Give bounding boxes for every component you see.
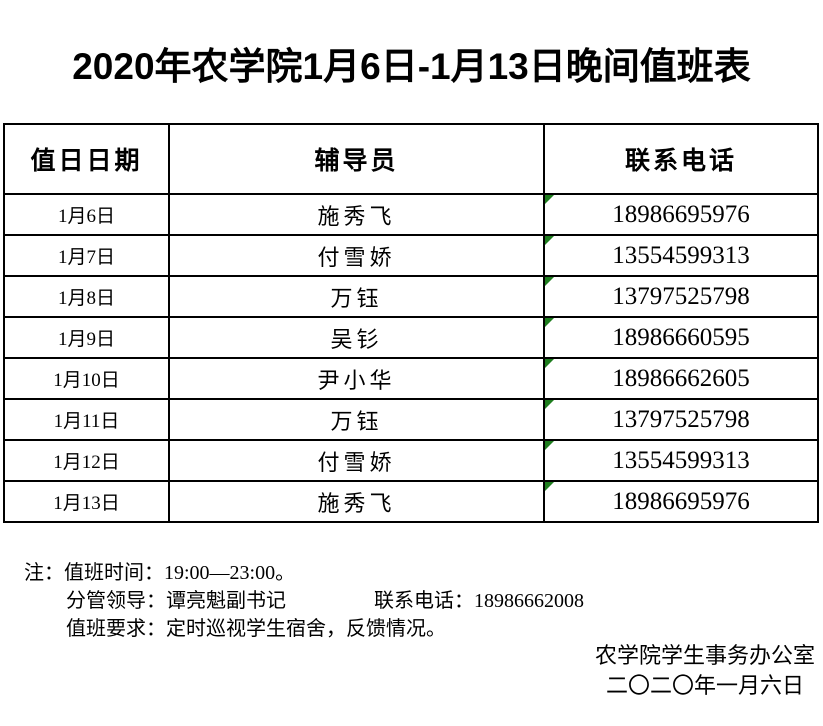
note-prefix: 注：: [24, 562, 64, 584]
counselor-cell: 施秀飞: [168, 193, 545, 236]
phone-number: 13797525798: [612, 282, 750, 310]
note-leader: 分管领导：谭亮魁副书记 联系电话：18986662008: [66, 590, 584, 612]
counselor-cell: 万钰: [168, 275, 545, 318]
excel-error-triangle-icon: [546, 401, 554, 409]
excel-error-triangle-icon: [546, 360, 554, 368]
phone-cell: 18986695976: [543, 193, 819, 236]
table-header-row: 值日日期 辅导员 联系电话: [3, 123, 819, 195]
duty-roster-table: 值日日期 辅导员 联系电话 1月6日 施秀飞 18986695976 1月7日 …: [3, 123, 819, 523]
note-requirement: 值班要求：定时巡视学生宿舍，反馈情况。: [66, 618, 446, 640]
excel-error-triangle-icon: [546, 278, 554, 286]
phone-cell: 13797525798: [543, 275, 819, 318]
duty-date-cell: 1月12日: [3, 439, 170, 482]
phone-cell: 13554599313: [543, 234, 819, 277]
phone-cell: 13554599313: [543, 439, 819, 482]
counselor-cell: 付雪娇: [168, 439, 545, 482]
phone-number: 18986695976: [612, 200, 750, 228]
table-row: 1月9日 吴钐 18986660595: [3, 316, 819, 359]
duty-date-cell: 1月13日: [3, 480, 170, 523]
header-duty-date: 值日日期: [3, 123, 170, 195]
duty-date-cell: 1月11日: [3, 398, 170, 441]
counselor-cell: 施秀飞: [168, 480, 545, 523]
phone-number: 13554599313: [612, 241, 750, 269]
counselor-cell: 万钰: [168, 398, 545, 441]
phone-cell: 18986662605: [543, 357, 819, 400]
counselor-cell: 吴钐: [168, 316, 545, 359]
note-duty-time: 注：值班时间：19:00—23:00。: [24, 562, 296, 584]
table-row: 1月6日 施秀飞 18986695976: [3, 193, 819, 236]
table-row: 1月8日 万钰 13797525798: [3, 275, 819, 318]
table-row: 1月12日 付雪娇 13554599313: [3, 439, 819, 482]
phone-number: 18986695976: [612, 487, 750, 515]
phone-number: 13797525798: [612, 405, 750, 433]
duty-date-cell: 1月9日: [3, 316, 170, 359]
table-row: 1月7日 付雪娇 13554599313: [3, 234, 819, 277]
table-row: 1月10日 尹小华 18986662605: [3, 357, 819, 400]
signature-block: 农学院学生事务办公室 二〇二〇年一月六日: [585, 641, 823, 701]
phone-number: 13554599313: [612, 446, 750, 474]
excel-error-triangle-icon: [546, 196, 554, 204]
signature-org: 农学院学生事务办公室: [594, 643, 815, 668]
excel-error-triangle-icon: [546, 442, 554, 450]
phone-number: 18986660595: [612, 323, 750, 351]
phone-number: 18986662605: [612, 364, 750, 392]
duty-date-cell: 1月8日: [3, 275, 170, 318]
counselor-cell: 付雪娇: [168, 234, 545, 277]
excel-error-triangle-icon: [546, 319, 554, 327]
duty-date-cell: 1月7日: [3, 234, 170, 277]
phone-cell: 13797525798: [543, 398, 819, 441]
table-row: 1月11日 万钰 13797525798: [3, 398, 819, 441]
table-row: 1月13日 施秀飞 18986695976: [3, 480, 819, 523]
notes-block: 注：值班时间：19:00—23:00。 分管领导：谭亮魁副书记 联系电话：1898…: [24, 559, 584, 643]
duty-date-cell: 1月6日: [3, 193, 170, 236]
page-title: 2020年农学院1月6日-1月13日晚间值班表: [72, 46, 751, 87]
header-counselor: 辅导员: [168, 123, 545, 195]
signature-date: 二〇二〇年一月六日: [605, 673, 804, 698]
counselor-cell: 尹小华: [168, 357, 545, 400]
phone-cell: 18986660595: [543, 316, 819, 359]
duty-date-cell: 1月10日: [3, 357, 170, 400]
excel-error-triangle-icon: [546, 237, 554, 245]
phone-cell: 18986695976: [543, 480, 819, 523]
header-phone: 联系电话: [543, 123, 819, 195]
excel-error-triangle-icon: [546, 483, 554, 491]
note-leader-phone: 联系电话：18986662008: [374, 590, 584, 612]
